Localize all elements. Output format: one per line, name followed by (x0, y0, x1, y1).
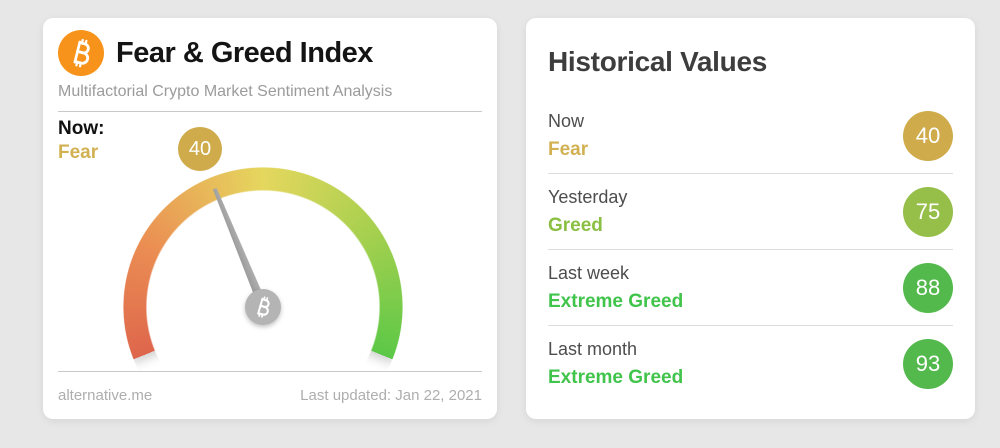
history-row-last-month: Last month Extreme Greed 93 (548, 326, 953, 402)
now-label: Now: (58, 118, 105, 139)
history-row-label: Now (548, 110, 585, 131)
history-row-label: Last month (548, 339, 638, 359)
gauge-card-footer: alternative.me Last updated: Jan 22, 202… (58, 371, 482, 419)
history-row-label: Yesterday (548, 186, 628, 207)
historical-values-card: Historical Values Now Fear 40 Yesterday … (526, 18, 975, 419)
history-row-yesterday: Yesterday Greed 75 (548, 174, 953, 250)
last-updated-text: Last updated: Jan 22, 2021 (300, 387, 482, 404)
gauge-pivot-bitcoin-icon (245, 289, 281, 325)
gauge-card-header: Fear & Greed Index (58, 18, 482, 76)
fear-greed-index-card: Fear & Greed Index Multifactorial Crypto… (43, 18, 497, 447)
bitcoin-icon (58, 30, 104, 76)
gauge-area: Now: Fear 40 (58, 112, 482, 447)
historical-values-title: Historical Values (548, 46, 768, 77)
history-row-now: Now Fear 40 (548, 98, 953, 174)
history-row-last-week: Last week Extreme Greed 88 (548, 250, 953, 326)
page-subtitle: Multifactorial Crypto Market Sentiment A… (58, 83, 393, 100)
history-row-classification: Extreme Greed (548, 367, 684, 388)
history-value-badge: 75 (903, 186, 953, 237)
history-value-badge: 93 (903, 339, 953, 389)
header-divider (58, 111, 482, 112)
history-row-label: Last week (548, 262, 630, 283)
history-row-classification: Greed (548, 214, 603, 236)
page-title: Fear & Greed Index (116, 36, 373, 69)
alternative-me-link[interactable]: alternative.me (58, 387, 153, 404)
history-value-badge: 88 (903, 262, 953, 313)
current-value-badge: 40 (178, 127, 222, 171)
history-row-classification: Fear (548, 138, 589, 160)
history-value-badge: 40 (903, 110, 953, 161)
historical-values-list: Now Fear 40 Yesterday Greed 75 Last week… (548, 98, 953, 402)
history-row-classification: Extreme Greed (548, 290, 684, 312)
now-classification: Fear (58, 142, 99, 163)
